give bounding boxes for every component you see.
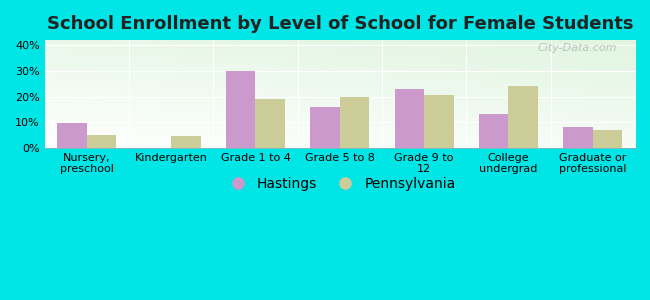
Bar — [57, 124, 87, 148]
Bar — [479, 115, 508, 148]
Bar — [395, 89, 424, 148]
Legend: Hastings, Pennsylvania: Hastings, Pennsylvania — [218, 172, 462, 197]
Text: City-Data.com: City-Data.com — [538, 43, 618, 53]
Bar — [255, 99, 285, 148]
Bar — [87, 135, 116, 148]
Bar — [424, 95, 454, 148]
Bar — [171, 136, 201, 148]
Bar — [508, 86, 538, 148]
Bar — [226, 71, 255, 148]
Bar — [564, 127, 593, 148]
Bar — [593, 130, 622, 148]
Bar — [310, 107, 340, 148]
Bar — [340, 97, 369, 148]
Title: School Enrollment by Level of School for Female Students: School Enrollment by Level of School for… — [47, 15, 633, 33]
